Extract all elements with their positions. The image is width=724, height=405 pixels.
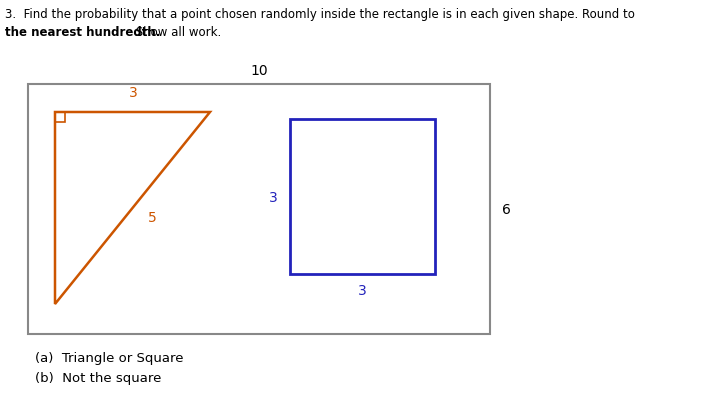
Text: 3: 3 [129, 86, 138, 100]
Text: (b)  Not the square: (b) Not the square [35, 371, 161, 384]
Bar [55, 113, 65, 123]
Text: 10: 10 [251, 64, 268, 78]
Text: (a)  Triangle or Square: (a) Triangle or Square [35, 351, 183, 364]
Text: 3: 3 [358, 284, 366, 297]
Bar [28, 85, 490, 334]
Text: the nearest hundredth.: the nearest hundredth. [5, 26, 161, 39]
Bar [290, 120, 435, 274]
Text: 6: 6 [502, 202, 511, 216]
Text: 3.  Find the probability that a point chosen randomly inside the rectangle is in: 3. Find the probability that a point cho… [5, 8, 635, 21]
Text: 5: 5 [148, 211, 157, 224]
Text: 3: 3 [269, 190, 278, 205]
Text: Show all work.: Show all work. [132, 26, 222, 39]
